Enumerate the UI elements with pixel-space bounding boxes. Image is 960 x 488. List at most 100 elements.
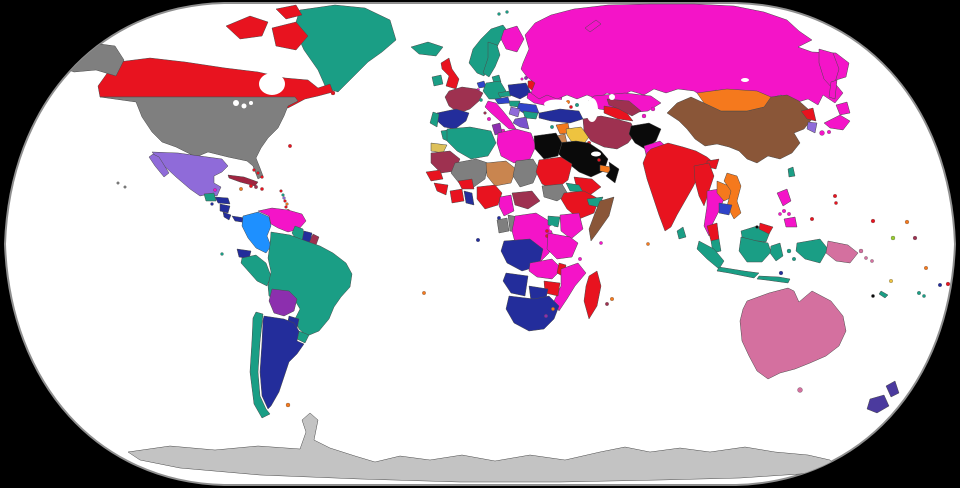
region-gabon: [496, 217, 510, 234]
region-indonesia: [738, 236, 772, 263]
region-myanmar: [693, 162, 715, 207]
region-tanzania: [546, 232, 579, 260]
region-new-britain: [858, 248, 864, 254]
region-czechia: [497, 90, 512, 98]
region-madagascar: [583, 270, 602, 320]
region-indonesia: [769, 242, 784, 262]
region-bahamas: [256, 171, 260, 175]
region-mexico: [151, 151, 229, 197]
region-north-korea: [800, 107, 817, 122]
region-cameroon: [498, 194, 515, 217]
region-indonesia: [792, 257, 796, 261]
region-south-africa: [505, 295, 560, 332]
region-reunion: [605, 302, 609, 306]
region-costa-rica: [222, 211, 232, 221]
region-cyprus: [550, 125, 554, 129]
caspian-sea: [586, 98, 598, 122]
region-oman: [605, 161, 620, 184]
region-eswatini: [551, 307, 555, 311]
region-solomon-islands: [870, 259, 874, 263]
region-finland: [500, 25, 525, 53]
region-sabah: [758, 222, 774, 235]
region-armenia: [569, 105, 573, 109]
region-peru: [240, 254, 272, 287]
region-canada: [330, 90, 336, 96]
region-taiwan: [787, 166, 796, 178]
region-bermuda: [288, 144, 292, 148]
region-south-korea: [806, 121, 818, 134]
region-haiti: [249, 184, 253, 188]
region-timor-leste: [778, 270, 784, 276]
region-nauru: [890, 235, 896, 241]
region-egypt: [533, 132, 563, 160]
region-new-caledonia: [878, 290, 889, 299]
region-micronesia: [904, 219, 910, 225]
region-saint-helena: [422, 291, 426, 295]
region-japan: [823, 114, 851, 131]
region-burkina-faso: [457, 178, 475, 190]
region-switzerland: [479, 98, 483, 102]
region-hawaii: [116, 181, 120, 185]
persian-gulf: [591, 151, 601, 157]
region-mongolia: [696, 88, 772, 112]
region-chad: [512, 158, 540, 188]
region-philippines: [782, 209, 786, 213]
region-guam: [833, 194, 837, 198]
region-hawaii: [123, 185, 127, 189]
region-namibia: [502, 272, 529, 297]
region-greece: [512, 116, 530, 130]
region-indonesia: [786, 248, 792, 254]
region-papua-new-guinea: [825, 240, 859, 264]
region-iran: [582, 115, 637, 150]
region-puerto-rico: [260, 187, 264, 191]
region-ireland: [431, 74, 444, 87]
region-samoa: [945, 281, 951, 287]
region-fiji: [917, 291, 921, 295]
region-nigeria: [476, 184, 503, 210]
region-philippines: [776, 188, 792, 207]
region-antigua: [279, 189, 283, 193]
region-belize: [213, 188, 217, 192]
region-sweden: [482, 41, 501, 78]
region-palau: [810, 217, 814, 221]
region-central-african-republic: [511, 190, 541, 210]
region-dominica: [281, 193, 285, 197]
region-greenland: [293, 4, 397, 93]
region-sri-lanka: [676, 226, 687, 240]
region-dominican-republic: [254, 185, 258, 189]
region-corsica: [483, 111, 487, 115]
region-st-lucia: [283, 199, 287, 203]
lakes-layer: [233, 73, 749, 231]
region-kiribati: [912, 235, 918, 241]
region-tuvalu: [924, 266, 928, 270]
lake-victoria: [549, 225, 555, 231]
region-wallis: [938, 283, 942, 287]
region-northern-marianas: [834, 201, 838, 205]
region-portugal: [429, 111, 440, 128]
region-turkey: [538, 108, 584, 124]
region-canada: [271, 21, 309, 51]
region-canada: [225, 15, 269, 40]
region-japan: [835, 101, 851, 116]
region-zambia: [528, 258, 563, 280]
region-el-salvador: [210, 202, 214, 206]
region-solomon-islands: [864, 256, 868, 260]
great-lakes: [249, 101, 253, 105]
region-sao-tome: [476, 238, 480, 242]
region-usa: [99, 96, 299, 180]
region-france: [444, 86, 484, 114]
region-russia: [828, 79, 838, 100]
region-libya: [496, 128, 537, 164]
region-bahamas: [252, 168, 256, 172]
black-sea: [544, 99, 568, 109]
region-bahamas: [260, 175, 264, 179]
region-seychelles: [599, 241, 603, 245]
region-philippines: [778, 212, 782, 216]
region-fiji: [922, 294, 926, 298]
region-falkland-islands: [285, 402, 291, 408]
region-indonesia: [716, 266, 760, 279]
region-senegal: [425, 169, 444, 182]
region-galapagos: [220, 252, 224, 256]
